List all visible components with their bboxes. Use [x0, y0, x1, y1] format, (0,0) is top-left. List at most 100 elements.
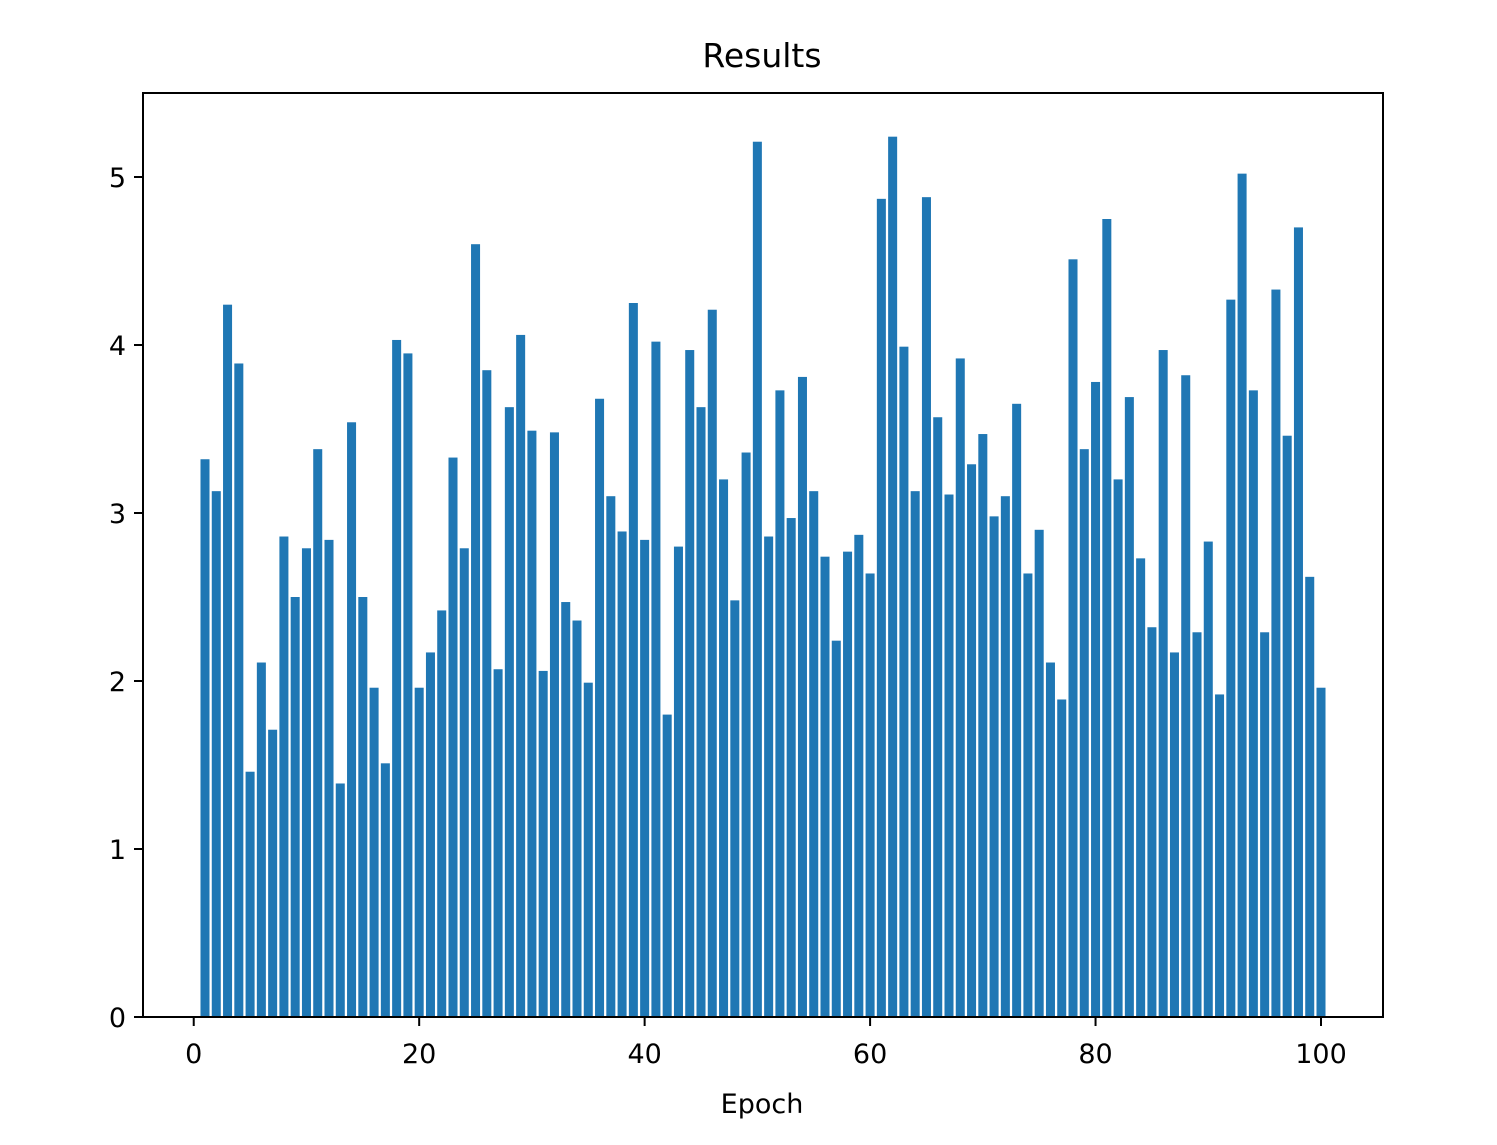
- bar: [662, 714, 672, 1017]
- bar: [1316, 687, 1326, 1017]
- bar: [606, 496, 616, 1017]
- bar: [245, 771, 255, 1017]
- bar: [967, 464, 977, 1017]
- bar: [392, 339, 402, 1018]
- chart-title: Results: [702, 36, 821, 75]
- x-tick-label: 60: [853, 1039, 887, 1070]
- bar: [865, 573, 875, 1017]
- bar: [335, 783, 345, 1017]
- bar: [820, 556, 830, 1017]
- bar: [437, 610, 447, 1017]
- y-tick-label: 1: [109, 835, 126, 866]
- bar: [301, 548, 311, 1017]
- bar: [955, 358, 965, 1017]
- bar: [493, 669, 503, 1017]
- bar: [933, 417, 943, 1017]
- bar: [809, 491, 819, 1017]
- bar: [200, 459, 210, 1017]
- x-tick-label: 40: [627, 1039, 661, 1070]
- bar: [211, 491, 221, 1017]
- x-tick-label: 20: [402, 1039, 436, 1070]
- bar: [1305, 576, 1315, 1017]
- bar: [223, 304, 233, 1017]
- bar: [527, 430, 537, 1017]
- bar: [1181, 375, 1191, 1017]
- bar: [290, 597, 300, 1017]
- bar: [516, 334, 526, 1017]
- bar: [640, 539, 650, 1017]
- bar: [448, 457, 458, 1017]
- bar: [380, 763, 390, 1017]
- bar: [1034, 529, 1044, 1017]
- bar: [425, 652, 435, 1017]
- bar: [256, 662, 266, 1017]
- bar: [538, 670, 548, 1017]
- bar: [1102, 219, 1112, 1017]
- x-tick-label: 80: [1078, 1039, 1112, 1070]
- bar: [775, 390, 785, 1017]
- bar: [978, 434, 988, 1017]
- bar: [1282, 435, 1292, 1018]
- bar: [347, 422, 357, 1017]
- bar: [854, 534, 864, 1017]
- bar: [268, 729, 278, 1017]
- bar: [1045, 662, 1055, 1017]
- bar: [944, 494, 954, 1017]
- bar: [989, 516, 999, 1017]
- bar: [1136, 558, 1146, 1017]
- bar: [888, 136, 898, 1017]
- x-tick-label: 100: [1295, 1039, 1347, 1070]
- y-tick-label: 3: [109, 499, 126, 530]
- y-tick-label: 4: [109, 331, 126, 362]
- bar: [1248, 390, 1258, 1017]
- bar: [358, 597, 368, 1017]
- bar: [752, 141, 762, 1018]
- y-axis: 0 1 2 3 4 5: [109, 163, 143, 1034]
- y-tick-label: 0: [109, 1003, 126, 1034]
- bar: [403, 353, 413, 1017]
- bar: [764, 536, 774, 1017]
- bar: [786, 518, 796, 1017]
- bar: [673, 546, 683, 1017]
- bar: [617, 531, 627, 1017]
- bar: [685, 350, 695, 1017]
- bar: [1113, 479, 1123, 1017]
- bar: [1057, 699, 1067, 1017]
- bar: [1158, 350, 1168, 1017]
- bar: [459, 548, 469, 1017]
- bar: [504, 407, 514, 1017]
- bar: [1147, 627, 1157, 1017]
- bar: [921, 197, 931, 1017]
- bar: [719, 479, 729, 1017]
- bar: [1012, 403, 1022, 1017]
- bar: [549, 432, 559, 1017]
- bar: [1215, 694, 1225, 1017]
- bar: [797, 376, 807, 1017]
- bar: [876, 198, 886, 1018]
- bar: [651, 341, 661, 1017]
- bar: [1169, 652, 1179, 1017]
- x-axis: 0 20 40 60 80 100: [185, 1017, 1347, 1070]
- bar: [831, 640, 841, 1017]
- bars-group: [200, 136, 1326, 1018]
- bar: [414, 687, 424, 1017]
- bar: [595, 398, 605, 1017]
- bar: [369, 687, 379, 1017]
- y-tick-label: 2: [109, 667, 126, 698]
- bar: [1237, 173, 1247, 1017]
- bar: [741, 452, 751, 1017]
- bar: [1260, 632, 1270, 1017]
- bar: [899, 346, 909, 1017]
- x-tick-label: 0: [185, 1039, 202, 1070]
- bar: [561, 602, 571, 1017]
- bar: [471, 244, 481, 1017]
- bar: [1124, 397, 1134, 1018]
- bar: [1079, 449, 1089, 1017]
- bar: [1000, 496, 1010, 1017]
- bar: [482, 370, 492, 1017]
- bar: [1192, 632, 1202, 1017]
- bar: [696, 407, 706, 1017]
- x-axis-label: Epoch: [721, 1089, 804, 1120]
- bar: [324, 539, 334, 1017]
